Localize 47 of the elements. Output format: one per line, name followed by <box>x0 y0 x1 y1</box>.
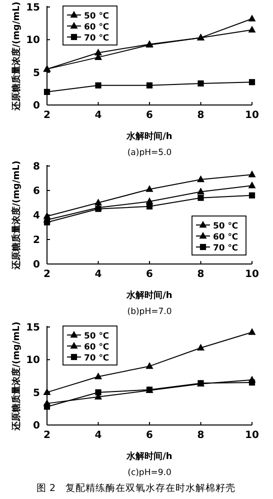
caption: 图 2 复配精练酶在双氧水存在时水解棉籽壳 <box>36 482 236 494</box>
y-tick-label: 0 <box>33 420 40 432</box>
y-tick-label: 4 <box>33 210 40 222</box>
x-tick-label: 10 <box>245 269 259 280</box>
y-tick-label: 15 <box>26 322 40 334</box>
text: (b)pH=7.0 <box>127 307 172 317</box>
x-tick-label: 4 <box>94 430 102 441</box>
legend-label: 70 ℃ <box>84 34 110 44</box>
y-tick-label: 10 <box>26 35 40 46</box>
x-axis-title: 水解时间/h <box>126 131 172 142</box>
y-tick-label: 5 <box>33 68 40 79</box>
y-tick-label: 8 <box>33 162 40 172</box>
y-tick-label: 0 <box>33 260 40 270</box>
text: (a)pH=5.0 <box>127 148 172 158</box>
x-tick-label: 2 <box>44 110 51 121</box>
y-tick-label: 5 <box>33 388 40 399</box>
x-tick-label: 8 <box>197 430 204 441</box>
y-tick-label: 6 <box>33 186 40 197</box>
y-tick-label: 0 <box>33 100 40 112</box>
legend-label: 70 ℃ <box>213 244 238 254</box>
x-axis-title: 水解时间/h <box>126 290 172 301</box>
x-tick-label: 2 <box>44 269 51 280</box>
x-tick-label: 8 <box>197 269 204 280</box>
legend-label: 50 ℃ <box>84 12 110 22</box>
y-tick-label: 15 <box>26 2 40 14</box>
x-tick-label: 6 <box>146 269 154 280</box>
x-tick-label: 6 <box>146 110 154 121</box>
x-axis-title: 水解时间/h <box>126 451 172 462</box>
legend-label: 60 ℃ <box>84 22 110 32</box>
legend-label: 70 ℃ <box>84 354 110 364</box>
y-axis-title: 还原糖质量浓度/(mg/mL) <box>11 160 22 270</box>
legend-label: 60 ℃ <box>84 342 110 352</box>
y-tick-label: 2 <box>33 235 40 246</box>
x-tick-label: 10 <box>245 430 259 441</box>
x-tick-label: 10 <box>245 110 259 121</box>
x-tick-label: 4 <box>94 110 102 121</box>
legend-label: 50 ℃ <box>213 222 238 232</box>
legend-label: 60 ℃ <box>213 232 238 242</box>
x-tick-label: 8 <box>197 110 204 121</box>
text: (c)pH=9.0 <box>128 468 172 478</box>
x-tick-label: 4 <box>94 269 102 280</box>
x-tick-label: 2 <box>44 430 51 441</box>
legend-label: 50 ℃ <box>84 332 110 342</box>
y-tick-label: 10 <box>26 355 40 366</box>
y-axis-title: 还原糖质量浓度/(mg/mL) <box>11 322 22 432</box>
x-tick-label: 6 <box>146 430 154 441</box>
y-axis-title: 还原糖质量浓度/(mg/mL) <box>11 2 22 112</box>
